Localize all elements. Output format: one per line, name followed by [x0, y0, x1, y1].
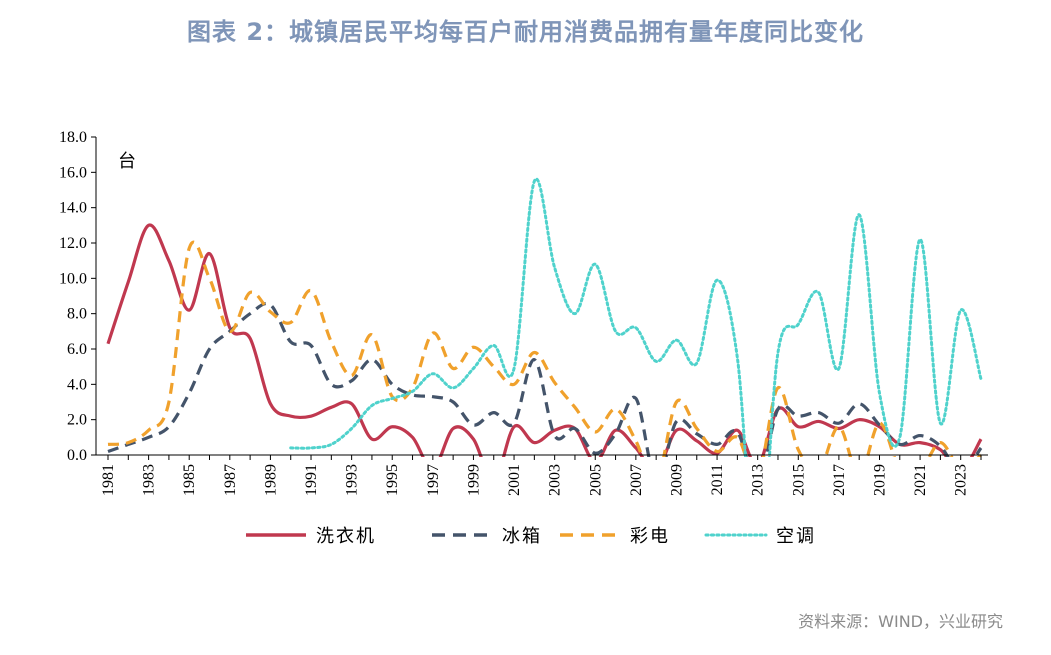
- chart-title: 图表 2：城镇居民平均每百户耐用消费品拥有量年度同比变化: [186, 18, 865, 46]
- source-note: 资料来源：WIND，兴业研究: [798, 612, 1003, 631]
- y-tick-label: 18.0: [59, 129, 87, 146]
- x-tick-label: 2003: [547, 464, 564, 496]
- x-tick-label: 2009: [668, 464, 685, 496]
- x-tick-label: 2021: [912, 464, 929, 496]
- legend-label-1: 冰箱: [502, 526, 542, 547]
- y-tick-label: 14.0: [59, 200, 87, 217]
- x-tick-label: 1999: [465, 464, 482, 496]
- series-line-1: [107, 302, 983, 457]
- legend-label-2: 彩电: [630, 526, 670, 547]
- series-line-3: [289, 177, 983, 457]
- x-tick-label: 1993: [344, 464, 361, 496]
- x-tick-label: 2017: [831, 464, 848, 496]
- x-tick-label: 1987: [222, 464, 239, 496]
- y-unit-label: 台: [118, 151, 136, 172]
- y-tick-label: 12.0: [59, 235, 87, 252]
- x-tick-label: 2001: [506, 464, 523, 496]
- x-tick-label: 1985: [181, 464, 198, 496]
- axes-layer: 0.0 2.0 4.0 6.0 8.0 10.0 12.0 14.0 16.0 18.0 1981 1…: [59, 129, 988, 496]
- legend-label-0: 洗衣机: [316, 526, 376, 547]
- legend-label-3: 空调: [776, 526, 816, 547]
- x-tick-label: 1995: [384, 464, 401, 496]
- y-tick-label: 2.0: [67, 412, 87, 429]
- x-tick-label: 2019: [871, 464, 888, 496]
- x-tick-label: 2007: [628, 464, 645, 496]
- x-tick-label: 1983: [141, 464, 158, 496]
- y-tick-label: 8.0: [67, 306, 87, 323]
- y-tick-label: 10.0: [59, 270, 87, 287]
- legend: 洗衣机 冰箱 彩电 空调: [246, 526, 816, 547]
- x-tick-label: 2023: [953, 464, 970, 496]
- x-tick-label: 1991: [303, 464, 320, 496]
- x-tick-label: 1989: [262, 464, 279, 496]
- x-tick-label: 2015: [790, 464, 807, 496]
- series-line-2: [107, 240, 983, 457]
- x-tick-label: 2005: [587, 464, 604, 496]
- x-tick-label: 2011: [709, 464, 726, 495]
- y-tick-label: 16.0: [59, 164, 87, 181]
- y-tick-label: 4.0: [67, 376, 87, 393]
- y-tick-label: 0.0: [67, 447, 87, 464]
- x-tick-label: 1997: [425, 464, 442, 496]
- x-tick-label: 1981: [100, 464, 117, 496]
- x-tick-label: 2013: [750, 464, 767, 496]
- series-layer: [106, 177, 983, 457]
- y-tick-label: 6.0: [67, 341, 87, 358]
